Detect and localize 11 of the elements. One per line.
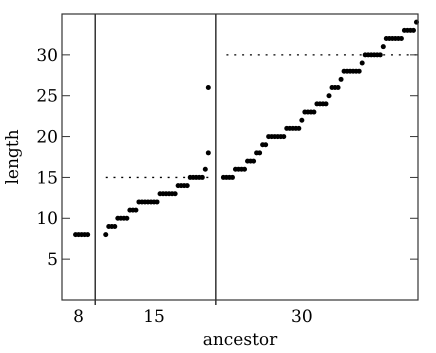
y-tick-label: 5 bbox=[47, 250, 58, 270]
y-tick-label: 15 bbox=[36, 168, 58, 188]
x-axis-title: ancestor bbox=[202, 330, 278, 350]
x-tick-label: 30 bbox=[291, 307, 313, 327]
y-axis-title: length bbox=[3, 129, 23, 185]
x-tick-label: 15 bbox=[143, 307, 165, 327]
y-tick-label: 10 bbox=[36, 209, 58, 230]
y-tick-label: 30 bbox=[36, 46, 58, 66]
y-tick-label: 25 bbox=[36, 86, 58, 107]
y-tick-label: 20 bbox=[36, 128, 58, 148]
x-tick-label: 8 bbox=[73, 307, 84, 327]
